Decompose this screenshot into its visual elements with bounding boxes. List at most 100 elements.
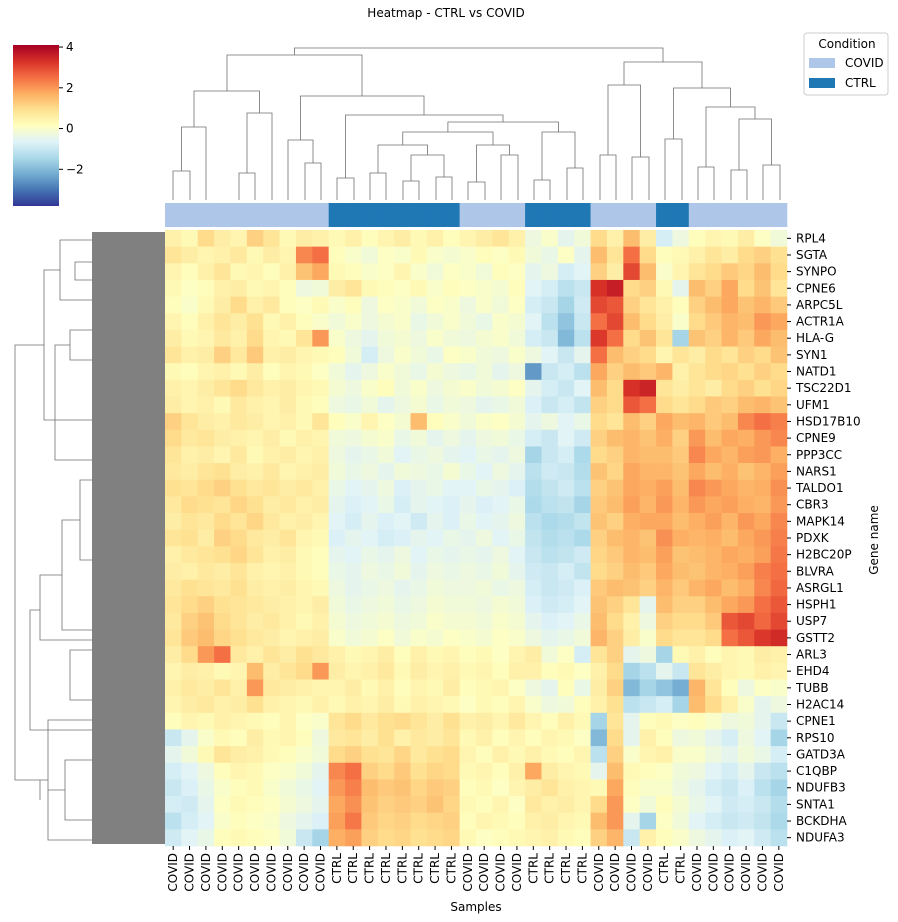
heatmap-cell [295,779,313,797]
heatmap-cell [165,796,182,814]
heatmap-cell [312,263,329,281]
heatmap-cell [295,446,313,464]
heatmap-cell [557,363,575,381]
heatmap-cell [345,596,362,614]
heatmap-cell [705,496,722,514]
heatmap-cell [721,379,739,397]
heatmap-cell [426,413,444,431]
heatmap-cell [263,679,280,697]
heatmap-cell [181,729,199,747]
heatmap-cell [688,546,706,564]
heatmap-cell [705,562,722,580]
heatmap-cell [197,246,215,264]
heatmap-cell [443,712,460,730]
heatmap-cell [377,579,395,597]
heatmap-cell [394,496,411,514]
condition-cell [688,203,706,227]
heatmap-cell [476,396,493,414]
heatmap-cell [197,579,215,597]
heatmap-cell [770,313,788,331]
heatmap-cell [295,396,313,414]
y-tick-label: TALDO1 [795,481,844,495]
heatmap-cell [197,746,215,764]
heatmap-cell [246,662,264,680]
heatmap-cell [165,346,182,364]
heatmap-cell [606,263,624,281]
legend-swatch [809,78,835,88]
heatmap-cell [606,446,624,464]
heatmap-cell [426,479,444,497]
heatmap-cell [672,446,690,464]
heatmap-cell [672,230,690,247]
heatmap-cell [443,596,460,614]
heatmap-cell [623,746,640,764]
heatmap-cell [361,629,379,647]
heatmap-cell [557,329,575,347]
heatmap-cell [770,230,788,247]
heatmap-cell [246,579,264,597]
condition-cell [394,203,411,227]
heatmap-cell [541,596,559,614]
heatmap-cell [623,329,640,347]
heatmap-cell [672,329,690,347]
heatmap-cell [508,446,526,464]
heatmap-cell [508,612,526,630]
heatmap-cell [557,246,575,264]
heatmap-cell [623,263,640,281]
heatmap-cell [263,279,280,297]
heatmap-cell [705,230,722,247]
heatmap-cell [525,379,542,397]
heatmap-cell [623,712,640,730]
condition-cell [263,203,280,227]
heatmap-cell [476,662,493,680]
heatmap-cell [705,346,722,364]
condition-cell [574,203,591,227]
y-tick-label: PPP3CC [796,448,842,462]
heatmap-cell [426,513,444,530]
heatmap-cell [426,562,444,580]
heatmap-cell [263,313,280,331]
heatmap-cell [754,679,771,697]
heatmap-cell [426,779,444,797]
heatmap-cell [705,329,722,347]
heatmap-cell [345,446,362,464]
heatmap-cell [361,496,379,514]
heatmap-cell [476,230,493,247]
heatmap-cell [263,596,280,614]
heatmap-cell [623,363,640,381]
heatmap-cell [377,263,395,281]
heatmap-cell [606,529,624,547]
chart-title: Heatmap - CTRL vs COVID [367,6,524,20]
heatmap-cell [508,279,526,297]
heatmap-cell [770,379,788,397]
heatmap-cell [737,446,755,464]
heatmap-cell [508,413,526,431]
heatmap-cell [345,612,362,630]
heatmap-cell [443,279,460,297]
heatmap-cell [525,812,542,830]
x-tick-label: COVID [608,853,622,892]
heatmap-cell [525,246,542,264]
heatmap-cell [181,513,199,530]
heatmap-cell [476,413,493,431]
heatmap-cell [672,463,690,481]
heatmap-cell [410,746,428,764]
heatmap-cell [165,579,182,597]
heatmap-cell [754,279,771,297]
heatmap-cell [623,479,640,497]
heatmap-cell [688,413,706,431]
heatmap-cell [459,612,477,630]
heatmap-cell [721,729,739,747]
heatmap-cell [263,812,280,830]
heatmap-cell [574,313,591,331]
heatmap-cell [459,296,477,314]
heatmap-cell [492,379,510,397]
heatmap-cell [263,396,280,414]
heatmap-cell [377,230,395,247]
heatmap-cell [377,446,395,464]
colorbar-tick-label: 0 [66,122,74,136]
legend-title: Condition [818,37,875,51]
heatmap-cell [639,779,657,797]
heatmap-cell [214,479,231,497]
heatmap-cell [525,496,542,514]
